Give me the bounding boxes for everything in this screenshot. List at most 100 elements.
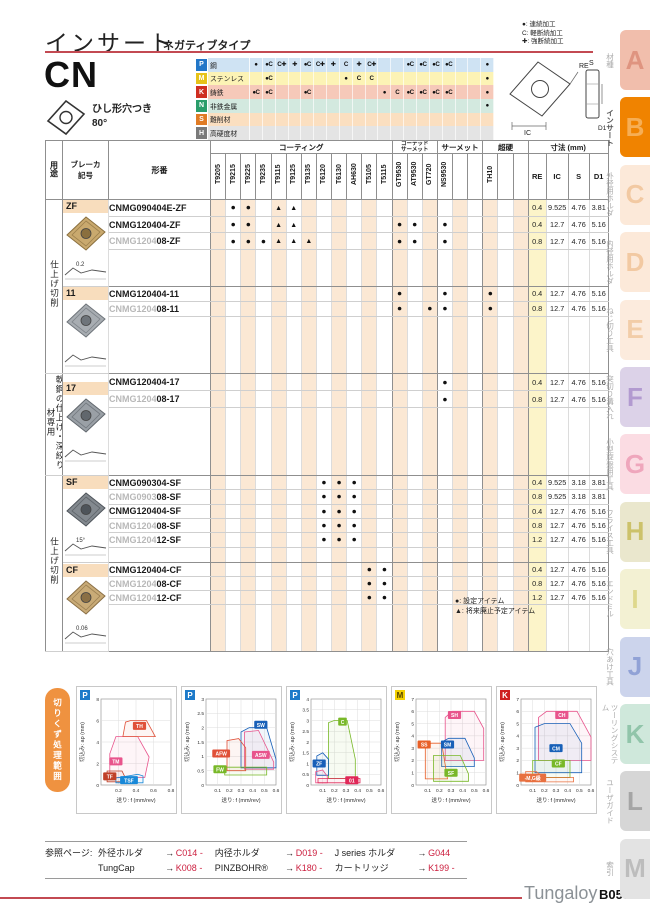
model-prefix: CNMG1204 <box>109 534 157 545</box>
sidebar-tab-label-L: ユーザガイド <box>602 771 618 831</box>
dim-value-re: 0.4 <box>528 475 547 491</box>
reference-page-link[interactable]: K008 - <box>175 862 203 873</box>
svg-text:P: P <box>187 691 193 700</box>
grade-column-TH10: TH10 <box>482 153 499 200</box>
grade-mark-cell <box>422 489 438 505</box>
svg-text:7: 7 <box>516 697 519 703</box>
grade-mark-cell <box>286 504 302 519</box>
svg-text:3: 3 <box>516 746 519 752</box>
grade-mark-cell <box>497 576 514 591</box>
grade-mark-cell: ● <box>437 301 454 317</box>
svg-text:6: 6 <box>411 709 414 715</box>
svg-text:M: M <box>397 691 404 700</box>
model-number: CNMG120404-SF <box>108 504 211 519</box>
sidebar-tab-B[interactable]: B <box>620 97 650 158</box>
matrix-mark-cell <box>481 112 495 127</box>
grade-mark-cell <box>452 562 469 577</box>
sidebar-tab-G[interactable]: G <box>620 434 650 495</box>
sidebar-tab-I[interactable]: I <box>620 569 650 630</box>
svg-text:P: P <box>292 691 298 700</box>
grade-mark-cell: ● <box>346 489 363 505</box>
matrix-mark-cell <box>404 112 417 127</box>
reference-page-link[interactable]: K199 - <box>428 862 455 873</box>
svg-text:4: 4 <box>516 734 519 740</box>
spacer-cell <box>346 249 363 287</box>
sidebar-tab-label-E: ねじ切り工具 <box>602 300 618 360</box>
grade-mark-cell <box>286 301 302 317</box>
grade-mark-cell <box>316 286 333 302</box>
breaker-symbol: CF <box>63 564 108 577</box>
spacer-cell <box>528 604 547 652</box>
dim-value-s: 4.76 <box>568 373 590 391</box>
grade-mark-cell <box>467 518 484 534</box>
spacer-cell <box>452 407 469 476</box>
sidebar-tab-L[interactable]: L <box>620 771 650 832</box>
sidebar-tab-J[interactable]: J <box>620 636 650 697</box>
grade-mark-cell: ▲ <box>286 199 302 217</box>
svg-text:0.6: 0.6 <box>483 788 490 794</box>
grade-mark-cell: ● <box>376 562 393 577</box>
discontinue-mark: ▲ <box>275 221 283 229</box>
sidebar-tab-C[interactable]: C <box>620 164 650 225</box>
grade-column-blank <box>513 153 529 200</box>
grade-mark-cell <box>392 532 408 548</box>
grade-mark-cell <box>392 199 408 217</box>
svg-text:01: 01 <box>349 778 355 784</box>
discontinue-mark: ▲ <box>290 204 298 212</box>
spacer-cell <box>407 316 423 375</box>
dim-value-ic: 12.7 <box>546 562 569 577</box>
grade-column-GT9530: GT9530 <box>392 153 408 200</box>
matrix-mark-cell <box>456 85 469 99</box>
grade-mark-cell <box>452 475 469 491</box>
discontinue-mark: ▲ <box>275 238 283 246</box>
sidebar-tab-D[interactable]: D <box>620 232 650 293</box>
spacer-cell <box>437 547 454 564</box>
model-number: CNMG120412-SF <box>108 532 211 548</box>
matrix-mark-cell: ● <box>481 85 495 99</box>
reference-page-link[interactable]: K180 - <box>295 862 323 873</box>
matrix-mark-cell <box>250 71 263 86</box>
matrix-mark-cell: ●C <box>443 58 456 72</box>
matrix-mark-cell: ●C <box>404 58 417 72</box>
svg-text:2.5: 2.5 <box>302 729 309 735</box>
sidebar-tab-H[interactable]: H <box>620 501 650 562</box>
grade-mark-cell <box>497 489 514 505</box>
spacer-cell <box>392 249 408 287</box>
grade-mark-cell <box>422 373 438 391</box>
model-bold: 08-SF <box>156 520 182 531</box>
sidebar-tab-F[interactable]: F <box>620 367 650 427</box>
reference-page-link[interactable]: C014 - <box>175 847 203 858</box>
reference-page-link[interactable]: D019 - <box>295 847 323 858</box>
matrix-mark-cell: C✚ <box>314 58 328 72</box>
discontinue-mark: ▲ <box>290 221 298 229</box>
grade-mark-cell: ● <box>392 286 408 302</box>
spacer-cell <box>225 316 242 375</box>
sidebar-tab-M[interactable]: M <box>620 838 650 899</box>
dim-value-s: 4.76 <box>568 301 590 317</box>
dim-value-d1: 5.16 <box>589 518 609 534</box>
svg-text:0.4: 0.4 <box>459 788 466 794</box>
discontinue-mark: ▲ <box>275 204 283 212</box>
dim-value-s: 4.76 <box>568 504 590 519</box>
grade-mark-cell <box>346 590 363 605</box>
grade-mark-cell <box>452 489 469 505</box>
matrix-mark-cell <box>314 112 328 127</box>
matrix-mark-cell <box>289 112 302 127</box>
grade-mark-cell <box>376 489 393 505</box>
svg-text:送り: f (mm/rev): 送り: f (mm/rev) <box>116 796 155 804</box>
svg-text:切込み: ap (mm): 切込み: ap (mm) <box>498 722 506 762</box>
spacer-cell <box>452 316 469 375</box>
insert-photo <box>65 580 108 621</box>
reference-page-link[interactable]: G044 <box>428 847 451 858</box>
dim-value-re: 1.2 <box>528 532 547 548</box>
sidebar-tab-label-A: 材種 <box>602 30 618 90</box>
sidebar-tab-A[interactable]: A <box>620 30 650 90</box>
matrix-mark-cell <box>289 98 302 113</box>
spacer-cell <box>346 407 363 476</box>
grade-label: T9115 <box>275 164 283 184</box>
spacer-cell <box>392 407 408 476</box>
sidebar-tab-K[interactable]: K <box>620 704 650 764</box>
sidebar-tab-E[interactable]: E <box>620 299 650 360</box>
spacer-cell <box>482 249 499 287</box>
breaker-cross-section-sketch: 0.2 <box>64 259 108 286</box>
